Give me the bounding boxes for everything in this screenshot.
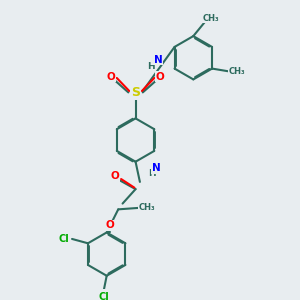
Text: CH₃: CH₃ bbox=[203, 14, 220, 23]
Text: O: O bbox=[156, 71, 164, 82]
Text: O: O bbox=[105, 220, 114, 230]
Text: S: S bbox=[131, 86, 140, 99]
Text: Cl: Cl bbox=[98, 292, 109, 300]
Text: Cl: Cl bbox=[58, 234, 69, 244]
Text: CH₃: CH₃ bbox=[139, 203, 155, 212]
Text: H: H bbox=[148, 169, 155, 178]
Text: O: O bbox=[106, 71, 116, 82]
Text: N: N bbox=[154, 55, 162, 64]
Text: CH₃: CH₃ bbox=[228, 67, 245, 76]
Text: H: H bbox=[147, 62, 154, 71]
Text: N: N bbox=[152, 163, 161, 173]
Text: O: O bbox=[110, 171, 119, 181]
